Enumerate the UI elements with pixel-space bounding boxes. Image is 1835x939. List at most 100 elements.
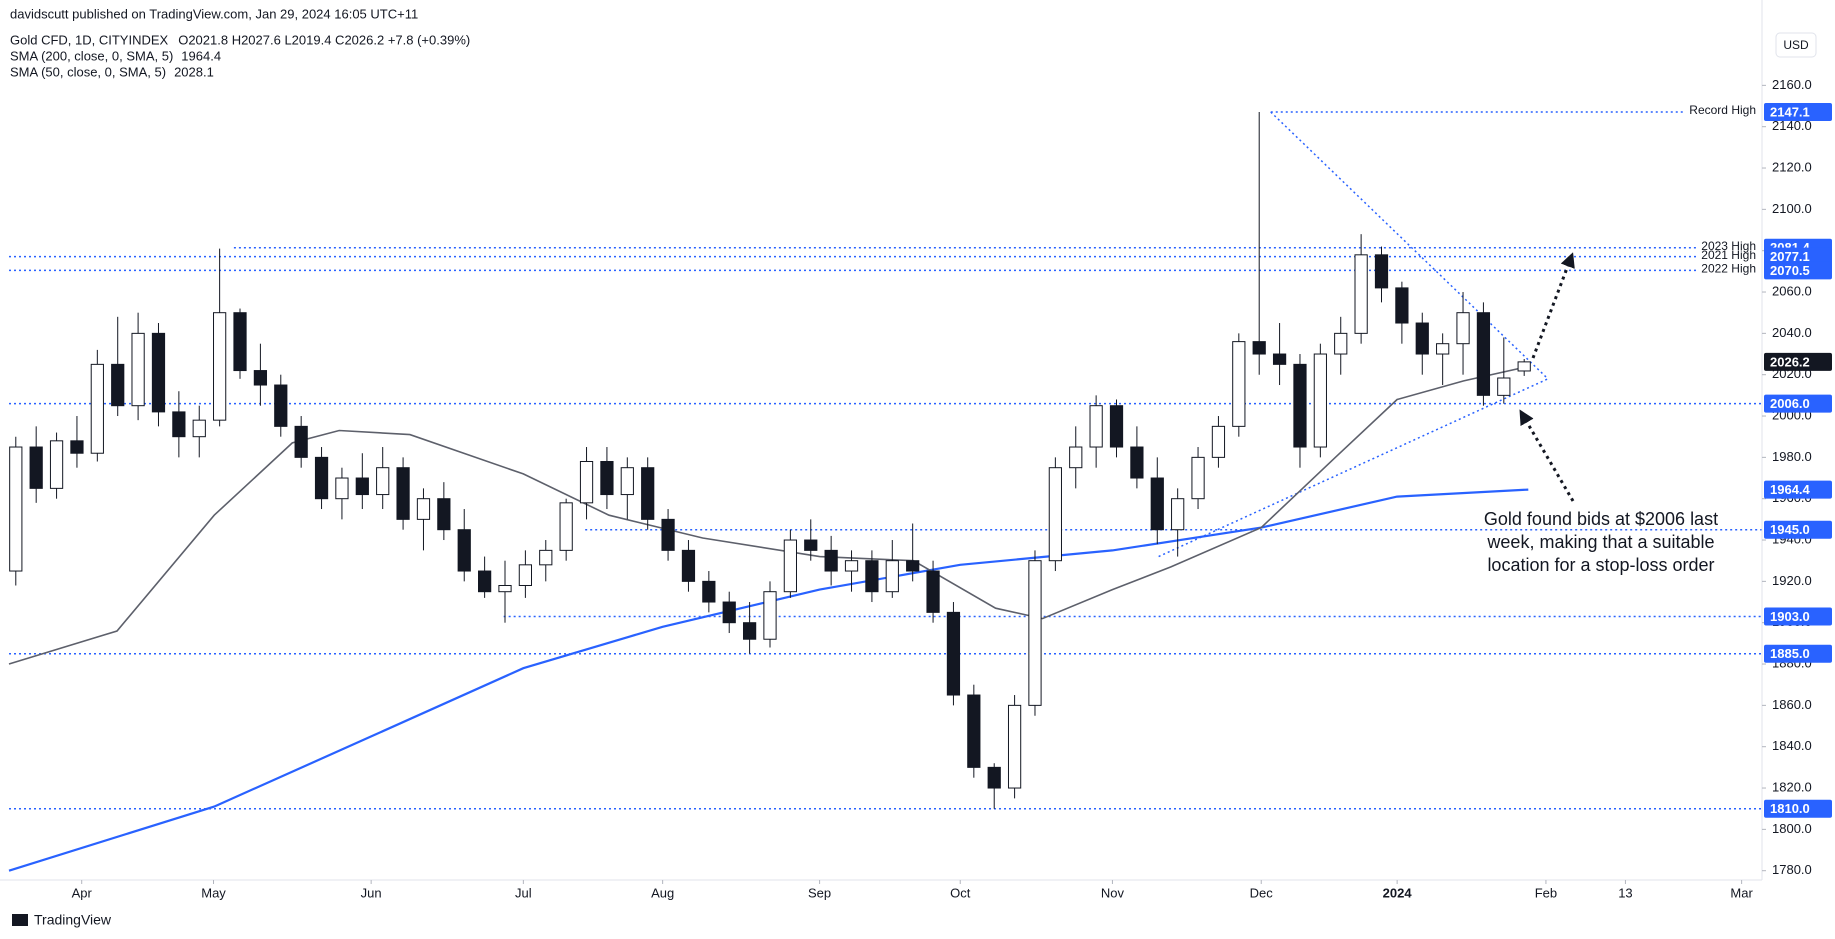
candle-body [906,560,920,572]
candle-body [926,570,940,613]
legend-value: 1964.4 [181,48,221,63]
candle-body [1089,405,1103,448]
candle-body [1069,446,1083,469]
candle-body [641,467,655,520]
candle-body [1476,312,1491,396]
level-text: 2022 High [1701,261,1756,275]
x-tick-label: Sep [808,885,831,900]
candle-body [1374,254,1389,289]
candle-body [9,446,23,572]
candle-body [1211,425,1226,458]
candle-body [294,425,308,458]
x-tick-label: Jul [515,885,532,900]
x-tick-label: Apr [72,885,93,900]
candle-body [151,332,166,413]
candle-body [1415,322,1429,355]
candle-body [742,622,757,640]
legend-name: SMA (200, close, 0, SMA, 5) [10,48,173,63]
candle-body [1395,287,1409,324]
price-box-label: 2070.5 [1770,263,1810,278]
price-box-label: 2147.1 [1770,104,1810,119]
candle-body [376,467,390,496]
price-box [1764,394,1832,413]
candle-body [437,498,451,531]
candle-body [1272,353,1287,365]
candle-body [478,570,492,593]
x-tick-label: Feb [1535,885,1557,900]
candle-body [1293,363,1307,448]
annotation: location for a stop-loss order [1487,555,1714,575]
y-tick-label: 2160.0 [1772,77,1812,92]
candle-body [844,560,859,572]
y-tick-label: 1820.0 [1772,779,1812,794]
price-axis [1762,0,1835,939]
currency-box[interactable] [1775,32,1817,58]
y-tick-label: 2040.0 [1772,325,1812,340]
y-tick-label: 2100.0 [1772,201,1812,216]
legend-value: 2028.1 [174,64,214,79]
y-tick-label: 1920.0 [1772,573,1812,588]
candle-body [1109,405,1124,448]
sma-line [8,488,1529,872]
candle-body [172,411,186,438]
candle-body [111,363,125,407]
level-text: Record High [1689,103,1756,117]
x-tick-label: Aug [651,885,674,900]
price-box [1764,644,1832,663]
candle-body [355,477,369,496]
annotation: week, making that a suitable [1486,532,1714,552]
price-box [1764,103,1832,122]
candle-body [539,549,553,566]
candle-body [1028,560,1042,706]
y-tick-label: 1780.0 [1772,862,1812,877]
candle-body [885,560,899,593]
candle-body [416,498,431,520]
candle-body [579,460,594,504]
candle-body [1130,446,1144,479]
candle-body [457,529,471,572]
candle-body [783,539,797,593]
level-text: 2023 High [1701,239,1756,253]
price-box-label: 1810.0 [1770,801,1810,816]
candle-body [1171,498,1185,531]
candle-body [29,446,43,489]
x-tick-label: 2024 [1383,885,1413,900]
price-box-label: 1945.0 [1770,522,1810,537]
level-text: 2021 High [1701,248,1756,262]
candle-body [1334,332,1348,355]
candle-body [518,564,533,586]
candle-body [987,766,1001,789]
candle-body [600,460,614,496]
candle-body [1456,312,1470,345]
candle-body [1232,341,1246,427]
y-tick-label: 2060.0 [1772,283,1812,298]
price-box [1764,261,1832,280]
trendline [1270,111,1549,380]
candle-body [865,560,879,593]
footer: TradingView [34,912,112,928]
candle-body [824,549,838,572]
x-tick-label: Mar [1730,885,1753,900]
price-box [1764,520,1832,539]
candle-body [70,440,84,454]
y-tick-label: 1840.0 [1772,738,1812,753]
candle-body [1150,477,1164,531]
y-tick-label: 2140.0 [1772,118,1812,133]
candle-body [1517,361,1531,372]
candle-body [335,477,349,500]
candle-body [131,332,145,407]
price-box [1764,799,1832,818]
candle-body [1497,377,1511,396]
published: davidscutt published on TradingView.com,… [10,6,418,21]
price-box-label: 1885.0 [1770,646,1810,661]
arrow-down [1519,409,1575,502]
price-box-label: 2026.2 [1770,354,1810,369]
y-tick-label: 2120.0 [1772,159,1812,174]
candle-body [722,601,736,624]
y-tick-label: 1800.0 [1772,821,1812,836]
candle-body [1191,456,1205,500]
arrow-up [1531,252,1575,359]
symbol: Gold CFD, 1D, CITYINDEX [10,32,169,47]
